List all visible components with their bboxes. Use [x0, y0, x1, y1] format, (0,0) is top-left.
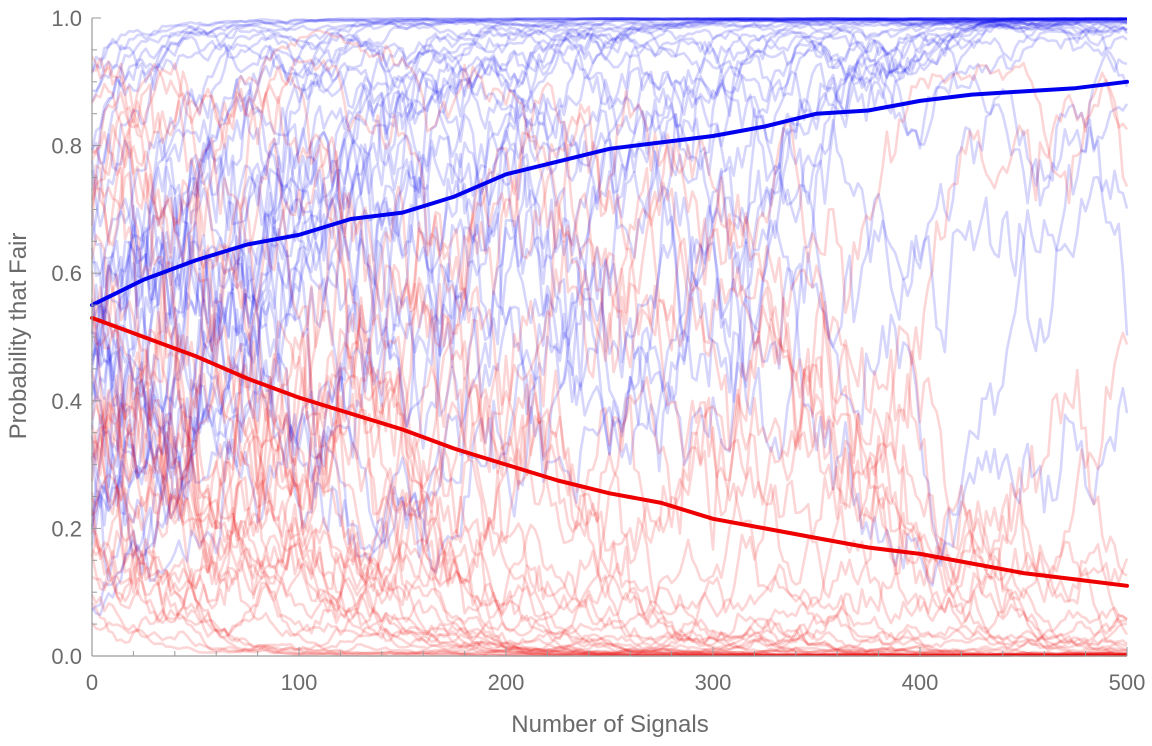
trajectory-line: [90, 17, 1128, 165]
y-tick-label: 1.0: [51, 6, 82, 31]
trajectory-line: [90, 17, 1128, 241]
series-line-mean-unfair: [90, 315, 1129, 588]
x-tick-label: 300: [695, 670, 732, 695]
axes: [91, 17, 1128, 657]
trajectory-line: [90, 17, 1128, 583]
trajectory-line: [90, 103, 1128, 651]
trajectory-line: [90, 403, 1128, 655]
trajectory-line: [90, 19, 1128, 267]
x-axis-label: Number of Signals: [511, 711, 708, 738]
trajectory-line: [90, 171, 1128, 657]
trajectory-line: [91, 136, 1129, 618]
y-axis-label: Probability that Fair: [5, 233, 32, 440]
trajectory-line: [90, 528, 1128, 657]
trajectory-line: [90, 352, 1128, 657]
trajectory-line: [90, 62, 1129, 489]
y-tick-label: 0.4: [51, 389, 82, 414]
trajectory-line: [90, 71, 1129, 646]
trajectory-line: [91, 17, 1127, 526]
trajectory-line: [90, 61, 1129, 597]
trajectory-line: [90, 131, 1129, 587]
trajectory-line: [90, 17, 1128, 396]
x-tick-label: 400: [902, 670, 939, 695]
trajectory-line: [90, 286, 1129, 615]
trajectory-line: [91, 396, 1127, 657]
simulation-trajectories: [90, 17, 1129, 657]
trajectory-line: [90, 233, 1128, 657]
mean-lines: [90, 79, 1129, 588]
trajectory-line: [90, 23, 1129, 559]
trajectory-line: [90, 18, 1128, 479]
trajectory-line: [90, 133, 1128, 656]
trajectory-line: [90, 18, 1128, 530]
trajectory-line: [90, 17, 1127, 103]
trajectory-line: [91, 557, 1128, 657]
trajectory-line: [91, 29, 1128, 584]
trajectory-line: [90, 20, 1128, 334]
trajectory-line: [90, 21, 1128, 430]
trajectory-line: [90, 17, 1127, 363]
trajectory-line: [90, 23, 1129, 535]
trajectory-line: [90, 602, 1128, 657]
trajectory-line: [90, 55, 1128, 651]
series-line-mean-fair: [90, 79, 1129, 308]
trajectory-line: [92, 17, 1128, 92]
trajectory-line: [90, 503, 1128, 656]
trajectory-line: [90, 111, 1128, 657]
trajectory-line: [90, 81, 1128, 635]
trajectory-line: [90, 264, 1128, 657]
trajectory-line: [91, 57, 1128, 656]
trajectory-line: [90, 17, 1128, 74]
tick-labels: 0 100 200 300 400 500 0.0 0.2 0.4 0.6 0.8 1.0: [51, 6, 1145, 695]
trajectory-line: [90, 296, 1128, 657]
y-tick-label: 0.6: [51, 261, 82, 286]
trajectory-line: [90, 318, 1128, 657]
trajectory-line: [90, 17, 1128, 546]
trajectory-line: [90, 17, 1127, 459]
trajectory-line: [91, 23, 1128, 611]
trajectory-line: [90, 17, 1128, 382]
trajectory-line: [90, 103, 1129, 582]
trajectory-line: [90, 17, 1128, 151]
x-tick-label: 500: [1109, 670, 1146, 695]
trajectory-line: [90, 17, 1128, 356]
y-tick-label: 0.8: [51, 134, 82, 159]
trajectory-line: [90, 17, 1128, 334]
trajectory-line: [90, 17, 1127, 190]
trajectory-line: [90, 19, 1128, 494]
trajectory-line: [90, 17, 1128, 527]
trajectory-line: [90, 17, 1128, 118]
trajectory-line: [90, 17, 1128, 358]
trajectory-line: [90, 529, 1128, 657]
trajectory-line: [91, 17, 1128, 416]
trajectory-line: [90, 313, 1128, 653]
trajectory-line: [90, 361, 1128, 648]
trajectory-line: [90, 17, 1128, 617]
trajectory-line: [90, 509, 1127, 657]
y-tick-label: 0.2: [51, 516, 82, 541]
trajectory-line: [90, 124, 1128, 657]
trajectory-line: [90, 78, 1129, 567]
trajectory-line: [90, 196, 1129, 650]
trajectory-line: [90, 70, 1128, 624]
y-tick-label: 0.0: [51, 644, 82, 669]
trajectory-line: [90, 270, 1128, 657]
x-tick-label: 200: [488, 670, 525, 695]
x-tick-label: 100: [281, 670, 318, 695]
x-tick-label: 0: [86, 670, 98, 695]
